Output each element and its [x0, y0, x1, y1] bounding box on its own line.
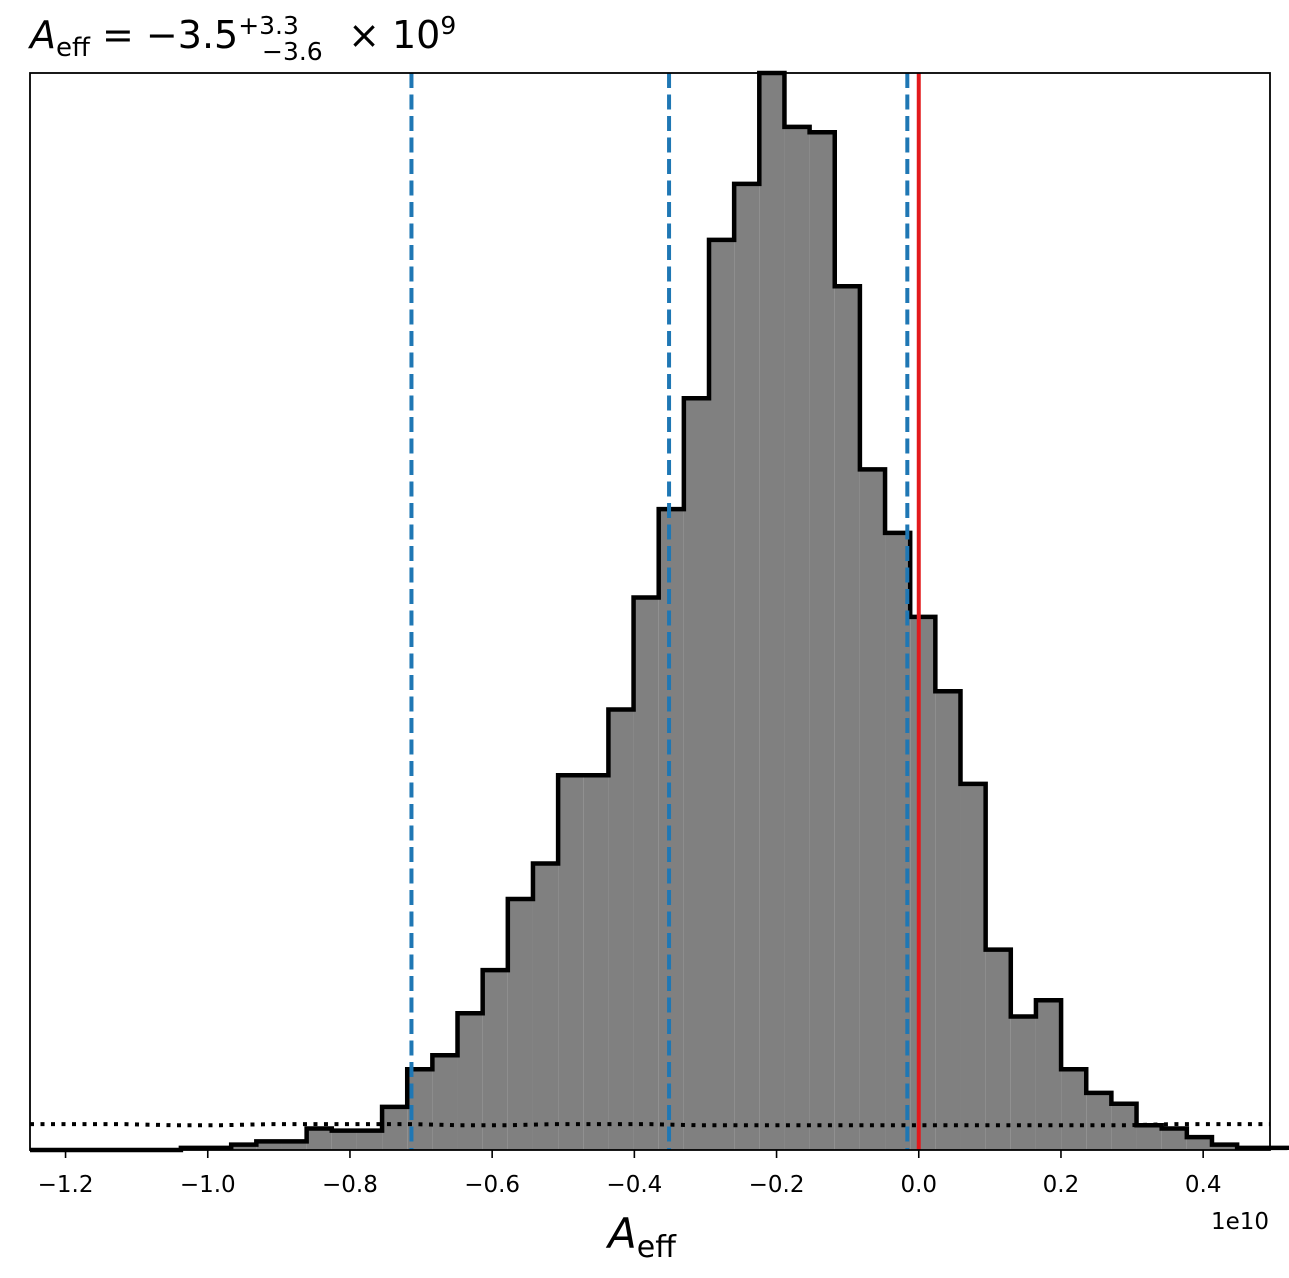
histogram-bar: [231, 1144, 257, 1150]
histogram-bar: [356, 1130, 383, 1150]
title-exponent: 9: [440, 11, 456, 40]
histogram-bar: [1035, 1000, 1062, 1150]
histogram-bar: [583, 775, 609, 1150]
histogram-bar: [784, 126, 810, 1151]
histogram-bar: [834, 286, 860, 1151]
x-tick-label: −0.8: [322, 1172, 378, 1198]
histogram-bar: [457, 1013, 483, 1150]
histogram-bar: [1161, 1128, 1187, 1150]
x-tick-label: 0.2: [1043, 1172, 1080, 1198]
x-tick-label: 0.0: [900, 1172, 937, 1198]
histogram-bar: [281, 1141, 307, 1150]
histogram-bar: [633, 597, 659, 1150]
histogram-outline: [30, 70, 1289, 1153]
histogram-bar: [683, 398, 710, 1150]
histogram-bar: [482, 970, 508, 1150]
histogram-bar: [734, 183, 760, 1150]
histogram-bar: [1186, 1137, 1212, 1150]
chart-title: Aeff = −3.5+3.3 −3.6 × 109: [27, 11, 456, 66]
x-tick-label: −0.2: [749, 1172, 805, 1198]
histogram-bar: [985, 949, 1011, 1150]
histogram-bar: [432, 1055, 458, 1150]
plot-area: [30, 70, 1289, 1153]
histogram-bar: [558, 775, 584, 1150]
histogram-bar: [1211, 1144, 1238, 1150]
x-offset-label: 1e10: [1211, 1209, 1269, 1235]
histogram-bar: [331, 1130, 357, 1150]
histogram-bar: [256, 1141, 282, 1150]
histogram-bar: [1010, 1016, 1036, 1150]
histogram-bar: [809, 132, 835, 1151]
x-tick-label: −1.0: [180, 1172, 236, 1198]
histogram-bar: [960, 783, 986, 1150]
histogram-bar: [382, 1106, 408, 1150]
x-tick-label: −0.4: [606, 1172, 662, 1198]
title-symbol-subscript: eff: [56, 33, 91, 63]
histogram-bar: [507, 899, 533, 1150]
prior-line: [30, 1122, 1270, 1128]
axes-frame: [29, 72, 1271, 1151]
histogram-bar: [658, 509, 684, 1150]
histogram-bar: [1061, 1069, 1087, 1150]
x-tick-label: −0.6: [464, 1172, 520, 1198]
histogram-bar: [608, 709, 634, 1150]
histogram-bar: [759, 73, 785, 1150]
x-axis-label: Aeff: [605, 1209, 677, 1265]
histogram-bar: [910, 616, 936, 1150]
histogram-bar: [532, 863, 559, 1150]
histogram-bar: [306, 1128, 332, 1150]
x-axis-label-symbol: A: [605, 1209, 637, 1258]
histogram-bar: [935, 691, 961, 1150]
histogram-bar: [1086, 1092, 1112, 1150]
x-tick-label: 0.4: [1185, 1172, 1222, 1198]
histogram-bar: [1136, 1125, 1162, 1150]
title-value: −3.5: [146, 13, 238, 57]
histogram-bar: [709, 239, 735, 1150]
title-symbol: A: [27, 13, 56, 57]
title-multiplier: × 10: [336, 13, 440, 57]
x-axis: −1.2 −1.0 −0.8 −0.6 −0.4 −0.2 0.0 0.2 0.4: [38, 1150, 1222, 1198]
title-equals: =: [90, 13, 146, 57]
histogram-bar: [859, 469, 886, 1150]
title-lower-error: −3.6: [262, 37, 323, 66]
title-upper-error: +3.3: [238, 11, 299, 40]
x-tick-label: −1.2: [38, 1172, 94, 1198]
x-axis-label-subscript: eff: [637, 1230, 677, 1265]
